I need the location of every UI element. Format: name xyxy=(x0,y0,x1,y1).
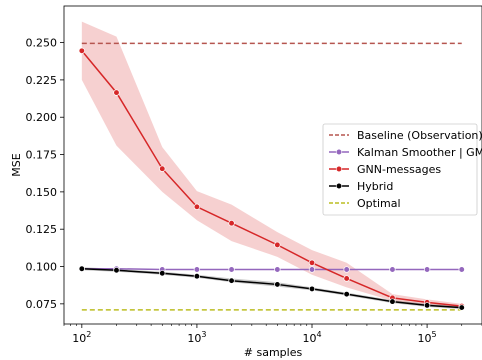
x-tick-exponent: 4 xyxy=(316,330,321,339)
plot-area xyxy=(63,5,482,325)
data-point xyxy=(159,165,166,172)
x-tick-label: 103 xyxy=(187,330,206,345)
data-point xyxy=(423,302,431,309)
y-tick-label: 0.225 xyxy=(26,74,58,87)
data-point xyxy=(274,281,281,288)
data-point xyxy=(193,273,201,280)
x-tick-exponent: 3 xyxy=(201,330,206,339)
x-tick-base: 10 xyxy=(187,332,201,345)
x-axis: 102 103 104 105 xyxy=(63,324,482,345)
data-point xyxy=(228,220,235,227)
data-point xyxy=(343,275,350,282)
x-tick-exponent: 5 xyxy=(432,330,437,339)
data-point xyxy=(389,298,396,305)
data-point xyxy=(343,290,350,298)
x-tick-base: 10 xyxy=(72,332,86,345)
x-tick-exponent: 2 xyxy=(86,330,91,339)
data-point xyxy=(113,89,120,96)
legend-marker xyxy=(335,165,343,173)
data-point xyxy=(78,47,85,54)
legend-label: Hybrid xyxy=(357,180,393,193)
series-line xyxy=(81,268,462,271)
data-point xyxy=(159,270,166,277)
data-point xyxy=(113,267,120,274)
confidence-band xyxy=(81,21,462,308)
data-point xyxy=(228,277,235,284)
x-tick-label: 104 xyxy=(302,330,321,345)
x-tick-base: 10 xyxy=(302,332,316,345)
y-tick-label: 0.125 xyxy=(26,223,58,236)
confidence-band xyxy=(81,267,462,310)
x-tick-base: 10 xyxy=(418,332,432,345)
data-point xyxy=(458,304,465,311)
data-point xyxy=(308,285,316,293)
data-point xyxy=(343,266,350,273)
y-tick-label: 0.075 xyxy=(26,298,58,311)
y-axis: 0.075 0.100 0.125 0.150 0.175 0.200 0.225 0.250 xyxy=(26,37,64,311)
series-markers xyxy=(78,47,465,311)
data-point xyxy=(308,266,316,273)
data-point xyxy=(228,266,235,273)
y-tick-label: 0.100 xyxy=(26,261,58,274)
data-point xyxy=(193,266,201,273)
data-point xyxy=(274,241,281,249)
legend-label: Baseline (Observation) xyxy=(357,129,482,142)
legend-label: Optimal xyxy=(357,197,401,210)
x-axis-label: # samples xyxy=(244,346,303,359)
y-axis-label: MSE xyxy=(10,153,23,176)
legend: Baseline (Observation) Kalman Smoother | … xyxy=(322,123,482,216)
x-tick-label: 102 xyxy=(72,330,91,345)
legend-label: GNN-messages xyxy=(357,163,441,176)
legend-box xyxy=(322,123,478,216)
legend-marker xyxy=(335,182,343,190)
plot-frame xyxy=(63,5,482,325)
data-point xyxy=(458,266,465,273)
data-point xyxy=(389,266,396,273)
confidence-bands xyxy=(81,21,462,310)
legend-marker xyxy=(335,148,343,156)
data-point xyxy=(308,259,316,266)
x-tick-label: 105 xyxy=(418,330,437,345)
y-tick-label: 0.250 xyxy=(26,37,58,50)
legend-label: Kalman Smoother | GM xyxy=(357,146,482,159)
y-tick-label: 0.200 xyxy=(26,111,58,124)
y-tick-label: 0.150 xyxy=(26,186,58,199)
data-point xyxy=(193,203,201,210)
y-tick-label: 0.175 xyxy=(26,149,58,162)
data-point xyxy=(274,266,281,273)
data-point xyxy=(423,266,431,273)
data-point xyxy=(78,265,85,272)
